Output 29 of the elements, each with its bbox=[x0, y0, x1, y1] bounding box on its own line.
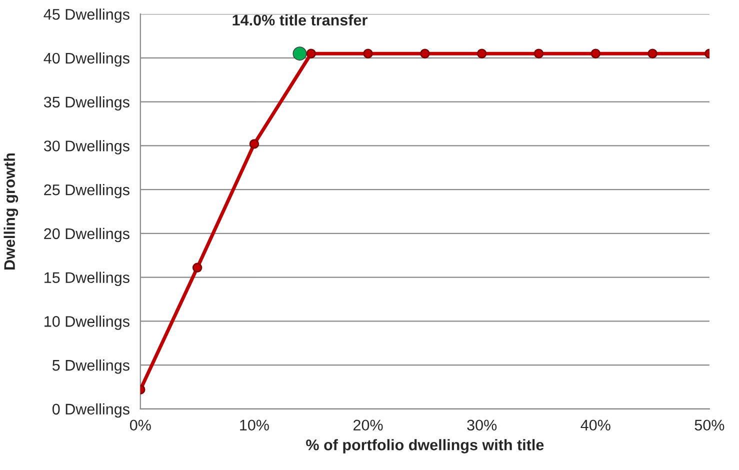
point bbox=[363, 48, 373, 58]
point bbox=[420, 48, 430, 58]
y-tick-label: 25 Dwellings bbox=[44, 184, 130, 198]
y-tick-label: 15 Dwellings bbox=[44, 272, 130, 286]
y-tick-label: 5 Dwellings bbox=[52, 360, 130, 374]
y-tick-label: 30 Dwellings bbox=[44, 140, 130, 154]
y-tick-label: 35 Dwellings bbox=[44, 96, 130, 111]
x-tick-label: 10% bbox=[240, 420, 269, 431]
x-tick-label: 30% bbox=[467, 420, 497, 431]
x-tick-label: 40% bbox=[580, 420, 610, 431]
x-tick-label: 20% bbox=[354, 420, 383, 431]
y-tick-label: 20 Dwellings bbox=[44, 228, 130, 242]
point bbox=[306, 48, 316, 58]
point bbox=[192, 262, 202, 273]
point bbox=[590, 48, 600, 58]
y-tick-label: 10 Dwellings bbox=[44, 316, 130, 330]
x-tick-label: 50% bbox=[694, 420, 724, 431]
x-tick-label: 0% bbox=[130, 420, 151, 431]
x-axis-title: % of portfolio dwellings with title bbox=[306, 439, 544, 454]
point bbox=[292, 46, 307, 61]
y-tick-label: 40 Dwellings bbox=[44, 52, 130, 67]
point bbox=[476, 48, 487, 58]
annotation: 14.0% title transfer bbox=[232, 14, 368, 26]
point bbox=[648, 48, 658, 58]
point bbox=[534, 48, 544, 58]
point bbox=[249, 139, 260, 149]
y-tick-label: 45 Dwellings bbox=[44, 8, 130, 23]
y-axis-title: Dwelling growth bbox=[4, 153, 18, 270]
y-tick-label: 0 Dwellings bbox=[52, 403, 130, 418]
